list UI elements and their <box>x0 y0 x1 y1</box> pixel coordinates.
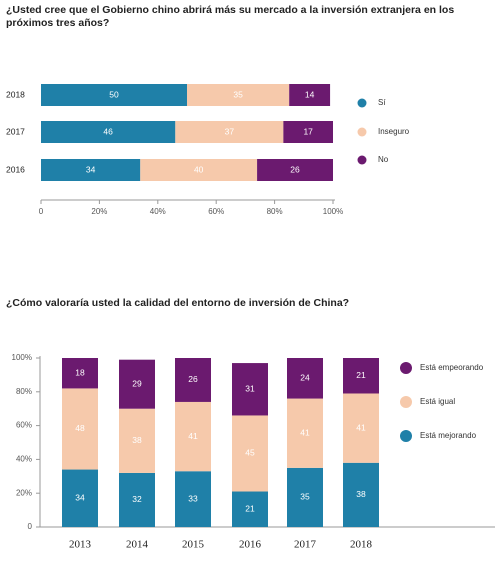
bar-segment <box>62 388 98 470</box>
legend-swatch <box>357 98 367 108</box>
x-tick-label: 40% <box>150 207 166 216</box>
legend-swatch <box>357 155 367 165</box>
bar-segment <box>287 358 323 399</box>
bar-segment <box>287 398 323 468</box>
x-tick-label: 2015 <box>182 539 205 551</box>
data-label: 18 <box>75 367 85 377</box>
bar-segment <box>232 363 268 416</box>
bar-segment <box>41 159 141 181</box>
data-label: 35 <box>300 492 310 502</box>
data-label: 24 <box>300 373 310 383</box>
x-tick-label: 2016 <box>239 539 262 551</box>
x-tick-label: 100% <box>323 207 343 216</box>
data-label: 37 <box>225 126 235 136</box>
bar-segment <box>41 121 176 143</box>
bar-segment <box>257 159 333 181</box>
legend-label: No <box>378 155 389 164</box>
legend-label: Sí <box>378 98 386 107</box>
bar-segment <box>187 84 290 106</box>
y-tick-label: 2018 <box>6 89 25 99</box>
x-tick-label: 0 <box>39 207 44 216</box>
x-tick-label: 20% <box>91 207 107 216</box>
legend-label: Está igual <box>420 397 455 406</box>
bar-segment <box>175 401 211 472</box>
bar-segment <box>343 462 379 527</box>
bar-segment <box>119 472 155 527</box>
bar-segment <box>175 471 211 527</box>
bar-segment <box>343 358 379 394</box>
y-tick-label: 2016 <box>6 164 25 174</box>
legend-label: Está mejorando <box>420 431 477 440</box>
x-tick-label: 2018 <box>350 539 373 551</box>
y-tick-label: 80% <box>16 387 32 396</box>
bar-segment <box>232 415 268 492</box>
y-tick-label: 2017 <box>6 126 25 136</box>
data-label: 26 <box>290 164 300 174</box>
x-tick-label: 80% <box>267 207 283 216</box>
data-label: 38 <box>356 489 366 499</box>
data-label: 50 <box>109 89 119 99</box>
legend-label: Está empeorando <box>420 363 484 372</box>
bar-segment <box>175 121 284 143</box>
data-label: 29 <box>132 378 142 388</box>
data-label: 35 <box>233 89 243 99</box>
data-label: 45 <box>245 448 255 458</box>
bar-segment <box>119 359 155 409</box>
data-label: 48 <box>75 423 85 433</box>
legend-swatch <box>400 396 412 408</box>
data-label: 40 <box>194 164 204 174</box>
bar-segment <box>287 467 323 527</box>
y-tick-label: 0 <box>28 522 33 531</box>
data-label: 17 <box>303 126 313 136</box>
bar-segment <box>119 408 155 473</box>
bar-segment <box>41 84 187 106</box>
data-label: 41 <box>188 431 198 441</box>
y-tick-label: 60% <box>16 421 32 430</box>
y-tick-label: 100% <box>12 353 32 362</box>
bar-segment <box>232 491 268 527</box>
y-tick-label: 40% <box>16 455 32 464</box>
legend-label: Inseguro <box>378 127 410 136</box>
bar-segment <box>175 358 211 402</box>
data-label: 34 <box>75 493 85 503</box>
data-label: 21 <box>356 370 366 380</box>
bar-segment <box>140 159 258 181</box>
data-label: 38 <box>132 435 142 445</box>
x-tick-label: 2017 <box>294 539 317 551</box>
chart-title: ¿Cómo valoraría usted la calidad del ent… <box>6 297 349 309</box>
bar-segment <box>343 393 379 463</box>
data-label: 41 <box>356 422 366 432</box>
data-label: 34 <box>86 164 96 174</box>
bar-segment <box>62 469 98 527</box>
bar-segment <box>62 358 98 389</box>
legend-swatch <box>400 430 412 442</box>
legend-swatch <box>357 127 367 137</box>
data-label: 26 <box>188 374 198 384</box>
data-label: 21 <box>245 504 255 514</box>
bar-segment <box>283 121 333 143</box>
chart-title: ¿Usted cree que el Gobierno chino abrirá… <box>6 4 454 29</box>
data-label: 41 <box>300 427 310 437</box>
x-tick-label: 60% <box>208 207 224 216</box>
data-label: 33 <box>188 493 198 503</box>
x-tick-label: 2013 <box>69 539 92 551</box>
data-label: 14 <box>305 89 315 99</box>
legend-swatch <box>400 362 412 374</box>
x-tick-label: 2014 <box>126 539 149 551</box>
data-label: 46 <box>103 126 113 136</box>
data-label: 32 <box>132 494 142 504</box>
y-tick-label: 20% <box>16 488 32 497</box>
bar-segment <box>289 84 331 106</box>
data-label: 31 <box>245 384 255 394</box>
